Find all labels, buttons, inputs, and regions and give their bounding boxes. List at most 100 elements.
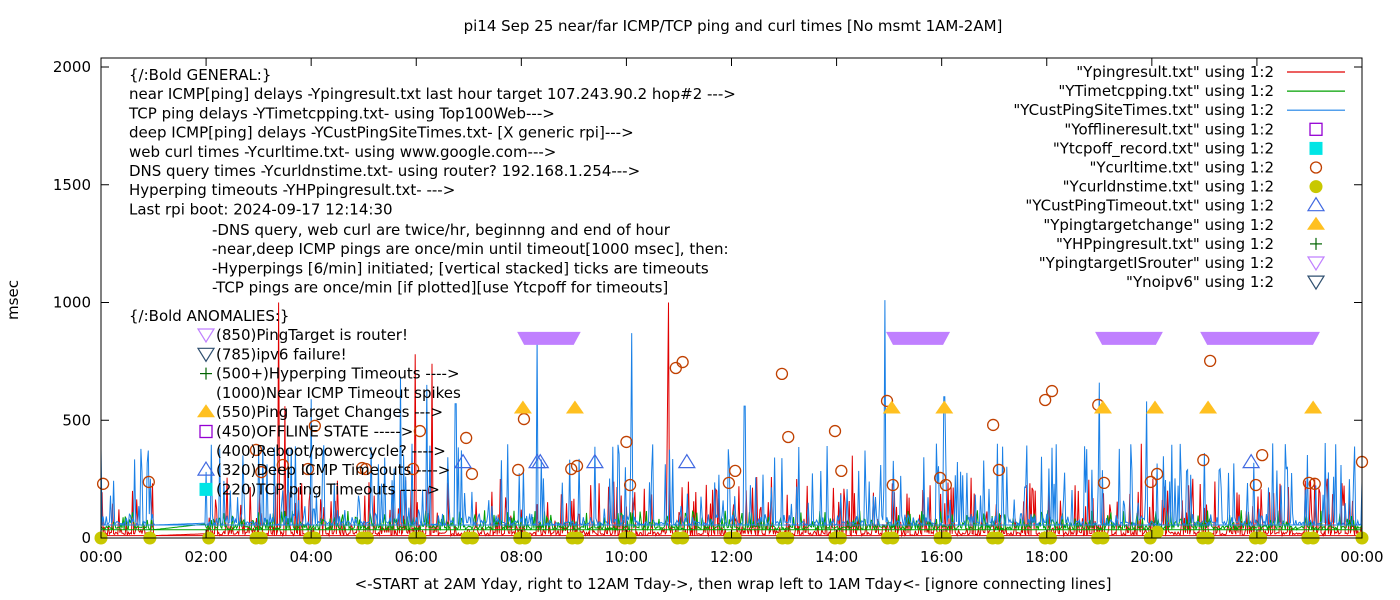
point-ycurltime-txt bbox=[249, 443, 263, 457]
point-ycurltime-txt bbox=[1308, 477, 1321, 490]
legend-label: "Ypingtargetchange" using 1:2 bbox=[1043, 216, 1274, 234]
x-tick-label: 08:00 bbox=[500, 548, 543, 566]
point-ycustpingtimeout-txt bbox=[585, 453, 604, 469]
point-ycurltime-txt bbox=[276, 458, 289, 472]
point-ycurltime-txt bbox=[1045, 384, 1059, 398]
point-ycurltime-txt bbox=[828, 424, 842, 438]
point-ypingtargetchange bbox=[1145, 400, 1164, 414]
point-ypingtargetchange bbox=[1093, 400, 1112, 414]
annotation-general-line: deep ICMP[ping] delays -YCustPingSiteTim… bbox=[129, 124, 634, 142]
annotation-note-line: -DNS query, web curl are twice/hr, begin… bbox=[212, 221, 671, 239]
anomaly-marker-plus-green bbox=[200, 367, 212, 380]
point-ycurltime-txt bbox=[517, 412, 531, 426]
point-ycurltime-txt bbox=[406, 462, 420, 476]
chart-title: pi14 Sep 25 near/far ICMP/TCP ping and c… bbox=[464, 17, 1003, 35]
point-ycurltime-txt bbox=[1150, 467, 1164, 481]
x-tick-label: 12:00 bbox=[710, 548, 753, 566]
point-ycurltime-txt bbox=[1256, 448, 1269, 462]
annotation-note-line: -Hyperpings [6/min] initiated; [vertical… bbox=[212, 259, 709, 277]
x-tick-label: 00:00 bbox=[79, 548, 122, 566]
annotation-general-line: Last rpi boot: 2024-09-17 12:14:30 bbox=[129, 200, 393, 218]
legend-label: "Ytcpoff_record.txt" using 1:2 bbox=[1053, 139, 1274, 158]
point-ycustpingtimeout-txt bbox=[531, 453, 550, 469]
legend-label: "YpingtargetISrouter" using 1:2 bbox=[1039, 254, 1274, 272]
point-ycustpingtimeout-txt bbox=[1242, 453, 1261, 469]
anomaly-text: (220)TCP ping Timeouts -----> bbox=[216, 480, 440, 498]
legend-label: "Ycurltime.txt" using 1:2 bbox=[1089, 159, 1274, 177]
x-tick-label: 00:00 bbox=[1340, 548, 1383, 566]
anomaly-text: (550)Ping Target Changes ---> bbox=[216, 403, 443, 421]
y-tick-label: 1500 bbox=[53, 176, 91, 194]
y-tick-label: 0 bbox=[81, 529, 91, 547]
legend-label: "YCustPingSiteTimes.txt" using 1:2 bbox=[1013, 101, 1274, 119]
x-tick-label: 18:00 bbox=[1025, 548, 1068, 566]
point-ycurltime-txt bbox=[987, 418, 1000, 432]
point-ycurltime-txt bbox=[1144, 475, 1157, 489]
point-ypingtargetchange bbox=[565, 400, 584, 414]
x-axis-label: <-START at 2AM Yday, right to 12AM Tday-… bbox=[355, 575, 1112, 593]
legend-label: "Ynoipv6" using 1:2 bbox=[1126, 273, 1274, 291]
y-tick-label: 500 bbox=[62, 411, 91, 429]
point-ycurltime-txt bbox=[992, 463, 1006, 477]
point-ycurltime-txt bbox=[729, 464, 742, 478]
point-ycustpingtimeout-txt bbox=[677, 453, 696, 469]
anomaly-marker-square-filled-cyan bbox=[199, 482, 213, 496]
annotation-general-line: web curl times -Ycurltime.txt- using www… bbox=[129, 143, 556, 161]
x-tick-label: 06:00 bbox=[395, 548, 438, 566]
point-ycurltime-txt bbox=[676, 355, 689, 369]
legend-marker bbox=[1309, 122, 1323, 136]
annotation-general-line: Hyperping timeouts -YHPpingresult.txt- -… bbox=[129, 181, 455, 199]
x-tick-label: 20:00 bbox=[1130, 548, 1173, 566]
legend-label: "Yofflineresult.txt" using 1:2 bbox=[1064, 120, 1274, 138]
legend-label: "YTimetcpping.txt" using 1:2 bbox=[1058, 82, 1274, 100]
point-ycurltime-txt bbox=[570, 459, 584, 473]
legend-marker bbox=[1309, 180, 1323, 194]
x-tick-label: 22:00 bbox=[1235, 548, 1278, 566]
point-ycurltime-txt bbox=[1249, 478, 1263, 492]
legend-label: "YCustPingTimeout.txt" using 1:2 bbox=[1025, 197, 1274, 215]
point-ycurldnstime-txt bbox=[1150, 525, 1164, 539]
series-line-ycustpingsitetimes-txt bbox=[100, 300, 1363, 527]
legend-marker bbox=[1309, 161, 1323, 174]
point-ycurltime-txt bbox=[722, 476, 736, 490]
point-ypingtargetchange bbox=[513, 400, 532, 414]
legend-marker bbox=[1310, 237, 1322, 250]
anomaly-text: (400)Reboot/powercycle? ----> bbox=[216, 442, 446, 460]
anomaly-text: (850)PingTarget is router! bbox=[216, 326, 408, 344]
point-ycurltime-txt bbox=[782, 430, 795, 444]
y-tick-label: 2000 bbox=[53, 58, 91, 76]
point-ycurltime-txt bbox=[1302, 476, 1316, 490]
point-ycurltime-txt bbox=[96, 477, 110, 490]
annotation-note-line: -TCP pings are once/min [if plotted][use… bbox=[212, 279, 668, 297]
legend-marker bbox=[1306, 196, 1326, 212]
axes: 0 500 1000 1500 2000 00:00 02:00 04:00 06:00 08:0… bbox=[53, 58, 1384, 566]
point-ypingtargetchange bbox=[882, 400, 901, 414]
anomaly-marker-tri-up-open-blue bbox=[196, 460, 216, 476]
point-ycurltime-txt bbox=[359, 462, 372, 476]
anomaly-marker-square-open-purple bbox=[199, 424, 213, 439]
annotation-general-line: DNS query times -Ycurldnstime.txt- using… bbox=[129, 162, 640, 180]
legend-marker bbox=[1306, 256, 1326, 272]
anomaly-text: (320)Deep ICMP Timeouts ----> bbox=[216, 461, 450, 479]
point-ycurltime-txt bbox=[465, 467, 479, 481]
legend-marker bbox=[1309, 141, 1323, 155]
band-pingtarget-is-router bbox=[1200, 331, 1320, 345]
annotations: {/:Bold GENERAL:}near ICMP[ping] delays … bbox=[128, 66, 736, 498]
point-ypingtargetchange bbox=[935, 400, 954, 414]
point-ycurltime-txt bbox=[512, 463, 525, 477]
anomaly-text: (500+)Hyperping Timeouts ----> bbox=[216, 365, 460, 383]
point-ycurltime-txt bbox=[1197, 453, 1210, 467]
annotation-general-line: near ICMP[ping] delays -Ypingresult.txt … bbox=[129, 85, 736, 103]
x-tick-label: 02:00 bbox=[184, 548, 227, 566]
point-ycurltime-txt bbox=[1097, 476, 1111, 490]
point-ycurltime-txt bbox=[413, 424, 427, 438]
anomaly-text: (1000)Near ICMP Timeout spikes bbox=[216, 384, 461, 402]
band-pingtarget-is-router bbox=[1095, 331, 1163, 345]
annotation-general-line: TCP ping delays -YTimetcpping.txt- using… bbox=[128, 104, 555, 122]
point-ycurltime-txt bbox=[669, 361, 682, 375]
legend-label: "YHPpingresult.txt" using 1:2 bbox=[1056, 235, 1274, 253]
point-ycurltime-txt bbox=[835, 464, 848, 478]
point-ycurltime-txt bbox=[939, 478, 953, 492]
point-ycurltime-txt bbox=[1204, 354, 1217, 368]
